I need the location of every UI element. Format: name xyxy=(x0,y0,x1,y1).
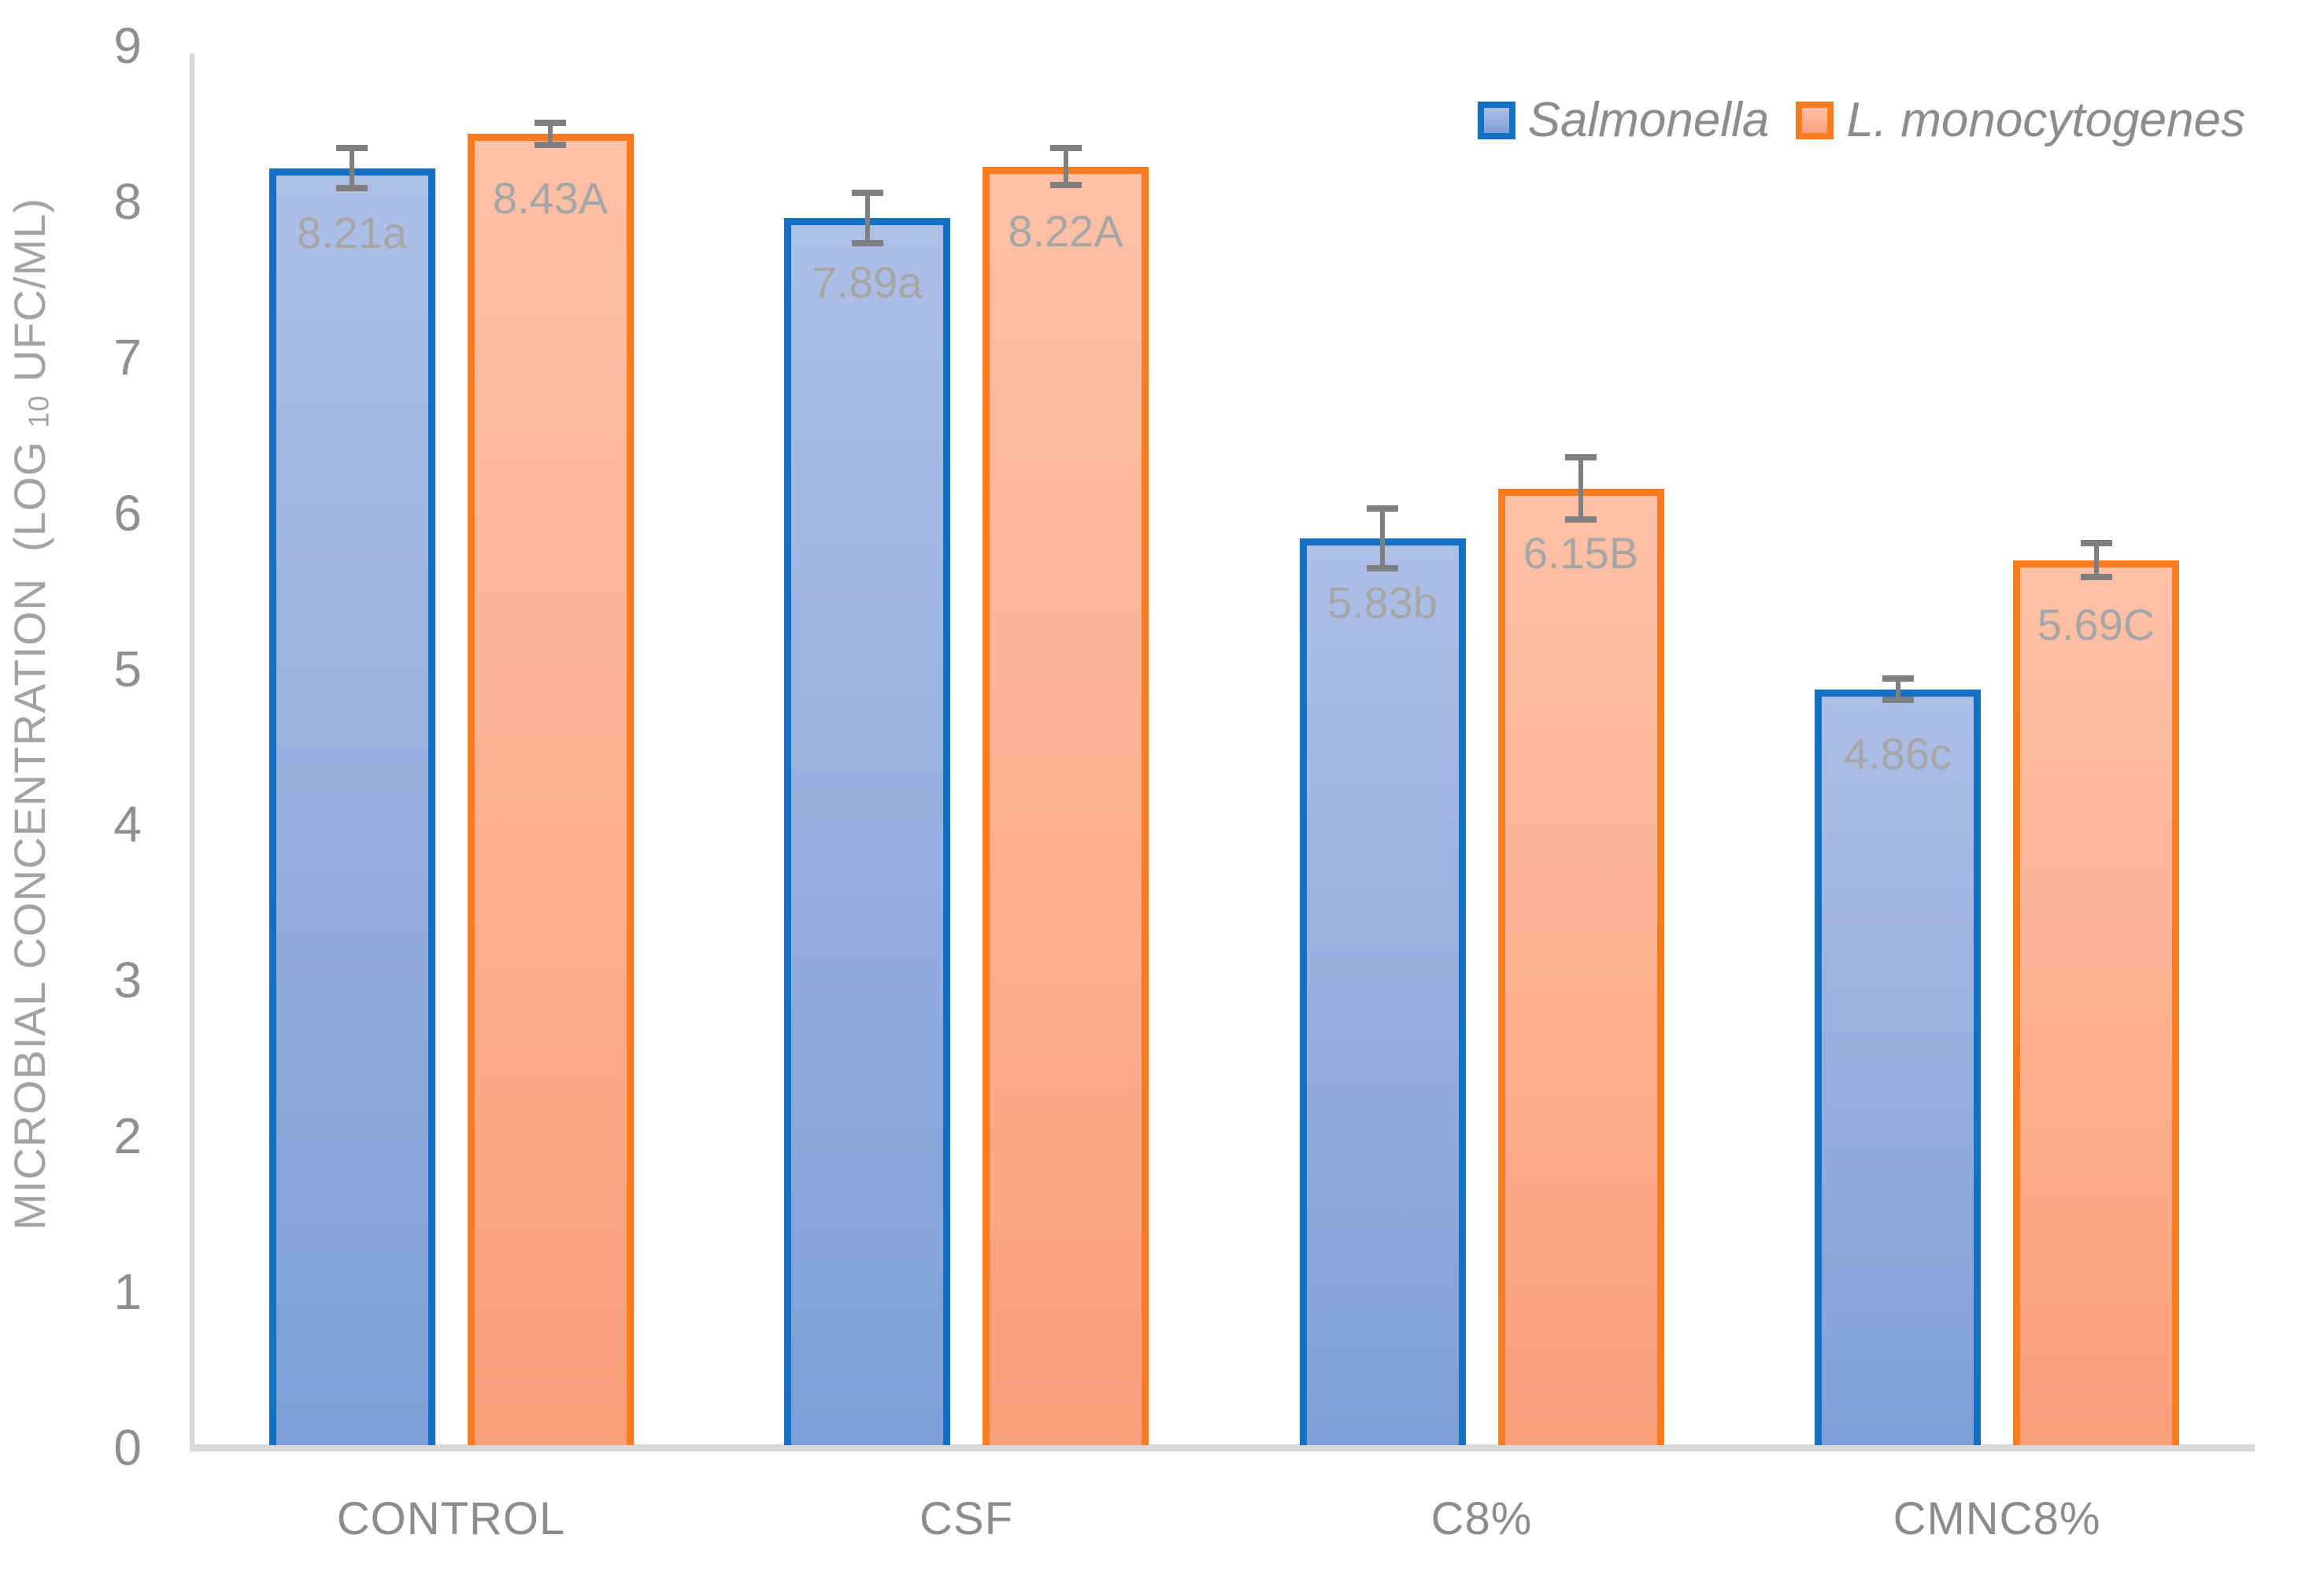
y-tick-6: 6 xyxy=(113,484,142,542)
bar-salmonella-csf xyxy=(784,217,950,1445)
y-tick-9: 9 xyxy=(113,17,142,74)
legend-swatch-salmonella xyxy=(1477,102,1515,139)
bar-l-monocytogenes-cmnc8 xyxy=(2013,560,2179,1445)
bar-value-label: 5.69C xyxy=(2037,599,2156,649)
error-bar-line xyxy=(2093,542,2099,578)
bar-salmonella-c8 xyxy=(1299,538,1466,1445)
y-tick-5: 5 xyxy=(113,640,142,697)
error-bar-cap-top xyxy=(2080,539,2112,546)
legend-label-salmonella: Salmonella xyxy=(1527,93,1770,147)
y-tick-2: 2 xyxy=(113,1108,142,1165)
error-bar-line xyxy=(350,148,354,189)
error-bar-line xyxy=(864,193,870,243)
error-bar-cap-top xyxy=(851,190,883,197)
error-bar-cap-top xyxy=(1049,145,1082,152)
y-axis-title-subscript: 10 xyxy=(23,394,55,428)
legend-entry-monocytogenes: L. monocytogenes xyxy=(1796,94,2245,146)
error-bar-cap-top xyxy=(1882,675,1914,682)
error-bar-cap-top xyxy=(336,145,368,152)
legend-swatch-monocytogenes xyxy=(1796,102,1834,139)
x-axis-line xyxy=(190,1444,2255,1451)
error-bar-line xyxy=(1063,148,1068,186)
x-label-cmnc8: CMNC8% xyxy=(1893,1493,2101,1544)
bar-value-label: 6.15B xyxy=(1523,527,1639,578)
error-bar-line xyxy=(548,123,553,146)
bar-value-label: 8.22A xyxy=(1008,205,1123,256)
bar-l-monocytogenes-csf xyxy=(983,166,1149,1445)
x-label-control: CONTROL xyxy=(336,1493,566,1544)
error-bar-cap-bottom xyxy=(851,239,883,246)
bar-salmonella-cmnc8 xyxy=(1815,689,1981,1445)
error-bar-cap-bottom xyxy=(1049,182,1082,189)
error-bar-line xyxy=(1578,457,1583,520)
error-bar-line xyxy=(1380,508,1385,568)
bar-value-label: 8.21a xyxy=(296,207,408,257)
y-tick-4: 4 xyxy=(113,796,142,853)
error-bar-cap-top xyxy=(1367,505,1398,512)
error-bar-cap-top xyxy=(1565,454,1597,461)
error-bar-cap-bottom xyxy=(2080,574,2112,581)
y-tick-7: 7 xyxy=(113,328,142,386)
error-bar-cap-bottom xyxy=(1367,564,1398,571)
error-bar-line xyxy=(1895,678,1900,701)
legend: Salmonella L. monocytogenes xyxy=(1477,93,2245,147)
legend-entry-salmonella: Salmonella xyxy=(1477,93,1770,147)
error-bar-cap-top xyxy=(535,120,566,127)
error-bar-cap-bottom xyxy=(1565,516,1597,523)
legend-label-monocytogenes: L. monocytogenes xyxy=(1846,93,2245,147)
bar-value-label: 8.43A xyxy=(492,173,609,224)
bar-value-label: 7.89a xyxy=(812,257,923,307)
bar-value-label: 5.83b xyxy=(1327,577,1438,627)
y-axis-line xyxy=(190,54,194,1445)
x-label-c8: C8% xyxy=(1430,1493,1533,1544)
bar-salmonella-control xyxy=(268,168,435,1445)
x-label-csf: CSF xyxy=(920,1493,1013,1544)
bar-l-monocytogenes-c8 xyxy=(1497,488,1664,1445)
error-bar-cap-bottom xyxy=(535,142,566,149)
bar-value-label: 4.86c xyxy=(1844,728,1952,778)
error-bar-cap-bottom xyxy=(336,185,368,192)
y-tick-3: 3 xyxy=(113,952,142,1009)
bar-l-monocytogenes-control xyxy=(467,134,634,1445)
y-tick-0: 0 xyxy=(113,1419,142,1476)
y-tick-1: 1 xyxy=(113,1263,142,1321)
error-bar-cap-bottom xyxy=(1882,697,1914,704)
y-tick-8: 8 xyxy=(113,172,142,230)
